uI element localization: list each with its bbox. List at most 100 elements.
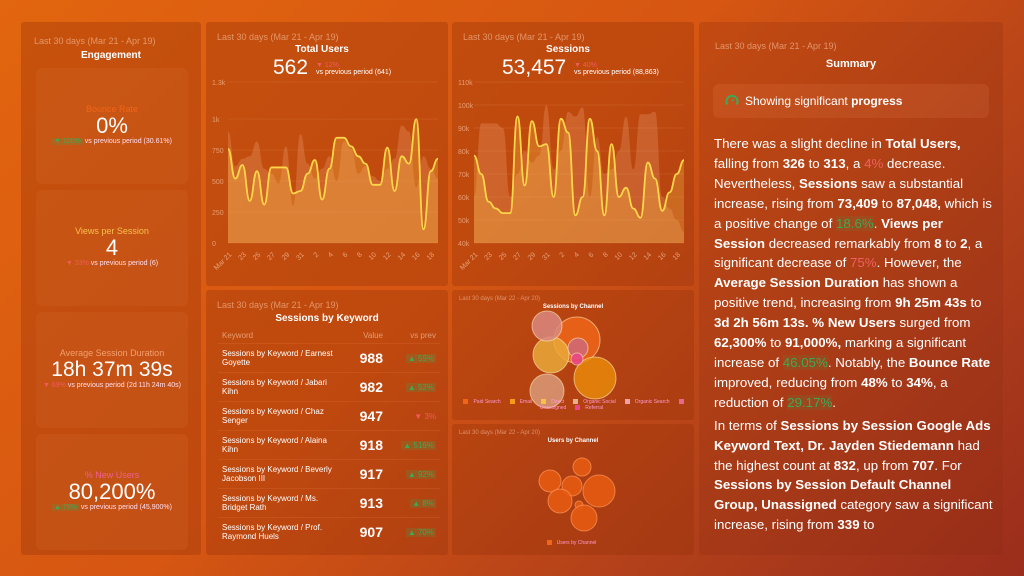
summary-segment: to: [804, 155, 824, 171]
legend-item[interactable]: Unassigned: [537, 399, 686, 411]
value-cell: 947: [348, 401, 387, 431]
legend-item[interactable]: Paid Search: [463, 399, 503, 405]
col-value: Value: [363, 331, 383, 340]
bubble-organic-social[interactable]: [529, 373, 565, 409]
summary-segment: , a reduction of: [714, 374, 948, 410]
summary-segment: .: [873, 215, 882, 231]
summary-segment: Sessions by Session Google Ads Keyword T…: [714, 417, 991, 453]
y-tick-label: 100k: [458, 103, 474, 110]
table-row[interactable]: Sessions by Keyword / Alaina Kihn 918 ▲ …: [218, 430, 440, 460]
positive-change: 29.17%: [787, 394, 833, 410]
table-row[interactable]: Sessions by Keyword / Prof. Raymond Huel…: [218, 517, 440, 547]
summary-segment: saw a substantial increase, rising from: [714, 175, 964, 211]
panel-title: Users by Channel: [547, 438, 599, 444]
bubble-email[interactable]: [573, 356, 617, 400]
summary-segment: improved, reducing from: [714, 374, 862, 390]
bubble-referral[interactable]: [570, 352, 584, 366]
panel-title: Engagement: [80, 50, 141, 61]
date-range-dropdown[interactable]: Last 30 days (Mar 21 - Apr 19): [463, 32, 585, 42]
col-vs-prev: vs prev: [410, 331, 436, 340]
summary-segment: to: [878, 195, 897, 211]
y-tick-label: 40k: [458, 241, 470, 248]
y-tick-label: 500: [212, 179, 224, 186]
bubble-organic-search[interactable]: [531, 310, 563, 342]
kpi-label: Average Session Duration: [59, 348, 165, 358]
summary-segment: 48%: [861, 374, 888, 390]
date-range-dropdown[interactable]: Last 30 days (Mar 21 - Apr 19): [34, 36, 156, 46]
x-tick-label: 25: [252, 251, 263, 262]
summary-segment: to: [966, 295, 982, 311]
bubble-direct[interactable]: [532, 336, 570, 374]
table-row[interactable]: Sessions by Keyword / Chaz Senger 947 ▼ …: [218, 401, 440, 431]
bubble[interactable]: [570, 504, 598, 532]
current-period-area: [474, 116, 684, 243]
keyword-cell: Sessions by Keyword / Chaz Senger: [218, 401, 348, 431]
delta-badge: ▲ 75%: [52, 504, 79, 511]
positive-change: 46.05%: [782, 354, 828, 370]
date-range-dropdown[interactable]: Last 30 days (Mar 21 - Apr 19): [217, 32, 339, 42]
positive-change: 18.6%: [835, 215, 874, 231]
bubble[interactable]: [538, 469, 562, 493]
bubble[interactable]: [547, 488, 573, 514]
legend-swatch: [573, 399, 579, 405]
panel-title: Sessions by Keyword: [275, 313, 379, 324]
summary-panel: Last 30 days (Mar 21 - Apr 19) Summary S…: [699, 22, 1003, 555]
summary-segment: Total Users,: [885, 136, 961, 151]
bubble[interactable]: [572, 457, 592, 477]
summary-segment: decreased remarkably from: [765, 235, 935, 251]
date-range-dropdown[interactable]: Last 30 days (Mar 22 - Apr 20): [459, 296, 541, 302]
kpi-label: Views per Session: [75, 226, 149, 236]
x-tick-label: 29: [281, 251, 292, 262]
col-keyword: Keyword: [222, 331, 254, 340]
date-range-dropdown[interactable]: Last 30 days (Mar 21 - Apr 19): [217, 300, 339, 310]
date-range-dropdown[interactable]: Last 30 days (Mar 22 - Apr 20): [459, 430, 541, 436]
x-tick-label: 6: [342, 251, 350, 259]
x-tick-label: 4: [327, 251, 335, 259]
delta-badge: ▲ 59%: [405, 353, 436, 363]
keyword-cell: Sessions by Keyword / Alaina Kihn: [218, 430, 348, 460]
legend-label: Paid Search: [473, 399, 501, 405]
date-range-dropdown[interactable]: Last 30 days (Mar 21 - Apr 19): [715, 41, 837, 51]
legend-swatch: [678, 399, 684, 405]
delta-badge: ▼ 33%: [65, 260, 89, 267]
value-cell: 907: [348, 517, 387, 547]
summary-segment: .: [832, 394, 836, 410]
x-tick-label: 27: [266, 251, 277, 262]
summary-segment: Sessions by Session Default Channel Grou…: [714, 477, 952, 513]
current-period-area: [228, 119, 438, 243]
table-row[interactable]: Sessions by Keyword / Beverly Jacobson I…: [218, 459, 440, 489]
y-tick-label: 80k: [458, 149, 470, 156]
summary-segment: , a significant decrease of: [714, 235, 983, 271]
x-tick-label: 18: [426, 251, 437, 262]
legend-item[interactable]: Direct: [541, 399, 567, 405]
sessions-chart: 40k 50k 60k 70k 80k 90k 100k 110k Mar 21 23 25 27 29…: [458, 80, 685, 272]
legend-label: Organic Social: [583, 399, 616, 405]
legend-item[interactable]: Users by Channel: [546, 540, 600, 546]
table-row[interactable]: Sessions by Keyword / Earnest Goyette 98…: [218, 343, 440, 373]
legend-item[interactable]: Organic Search: [624, 399, 673, 405]
summary-segment: , up from: [855, 457, 913, 473]
legend-label: Unassigned: [539, 405, 567, 411]
status-text: Showing significant: [745, 94, 852, 108]
table-row[interactable]: Sessions by Keyword / Jabari Kihn 982 ▲ …: [218, 372, 440, 402]
x-tick-label: 18: [672, 251, 683, 262]
status-bold: progress: [851, 94, 903, 108]
summary-segment: surged from: [895, 315, 971, 331]
total-users-value: 562: [273, 56, 309, 79]
legend-item[interactable]: Organic Social: [573, 399, 619, 405]
legend-item[interactable]: Email: [509, 399, 536, 405]
legend-swatch: [509, 399, 515, 405]
x-tick-label: 12: [382, 251, 393, 262]
kpi-label: Bounce Rate: [85, 104, 139, 114]
bubble[interactable]: [582, 474, 616, 508]
y-tick-label: 250: [212, 210, 224, 217]
negative-change: 75%: [850, 255, 877, 271]
value-cell: 988: [348, 343, 387, 373]
summary-segment: to: [941, 235, 961, 251]
table-row[interactable]: Sessions by Keyword / Ms. Bridget Rath 9…: [218, 488, 440, 518]
summary-segment: . Notably, the: [827, 354, 909, 370]
legend-item[interactable]: Referral: [575, 405, 606, 411]
delta-badge: ▼ 69%: [43, 382, 66, 389]
kpi-card: Bounce Rate 0% ▼ 100% vs previous period…: [36, 68, 188, 184]
